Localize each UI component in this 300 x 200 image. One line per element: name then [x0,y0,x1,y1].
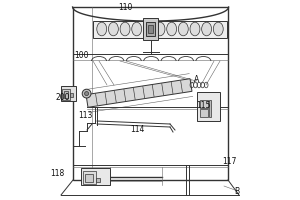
Bar [209,100,211,117]
Text: 114: 114 [130,124,144,134]
Ellipse shape [143,22,153,36]
Text: 200: 200 [56,94,70,102]
Text: 110: 110 [118,2,132,11]
Bar [85,174,93,182]
Ellipse shape [97,22,107,36]
Ellipse shape [167,22,177,36]
Bar [73,7,228,180]
Ellipse shape [132,22,142,36]
Ellipse shape [202,22,212,36]
Bar [93,21,227,38]
Polygon shape [86,79,192,107]
Bar [70,93,73,97]
Bar [200,109,208,117]
Bar [143,18,158,40]
Circle shape [85,92,88,96]
Ellipse shape [155,22,165,36]
Ellipse shape [190,22,200,36]
Text: 100: 100 [74,51,88,60]
Bar [81,168,110,185]
Bar [64,91,68,98]
Text: 117: 117 [222,156,236,166]
Text: B: B [234,186,240,196]
Ellipse shape [108,22,118,36]
Circle shape [82,89,91,98]
Bar [82,171,96,184]
Bar [197,92,220,121]
Bar [200,100,208,108]
Text: 113: 113 [78,110,92,119]
Bar [148,25,153,33]
Text: A: A [194,75,200,84]
Ellipse shape [213,22,223,36]
Bar [61,86,76,101]
Bar [62,89,70,100]
Text: 115: 115 [196,100,210,110]
Bar [96,178,100,182]
Ellipse shape [178,22,188,36]
Ellipse shape [120,22,130,36]
Bar [146,22,155,36]
Text: 118: 118 [50,168,65,178]
